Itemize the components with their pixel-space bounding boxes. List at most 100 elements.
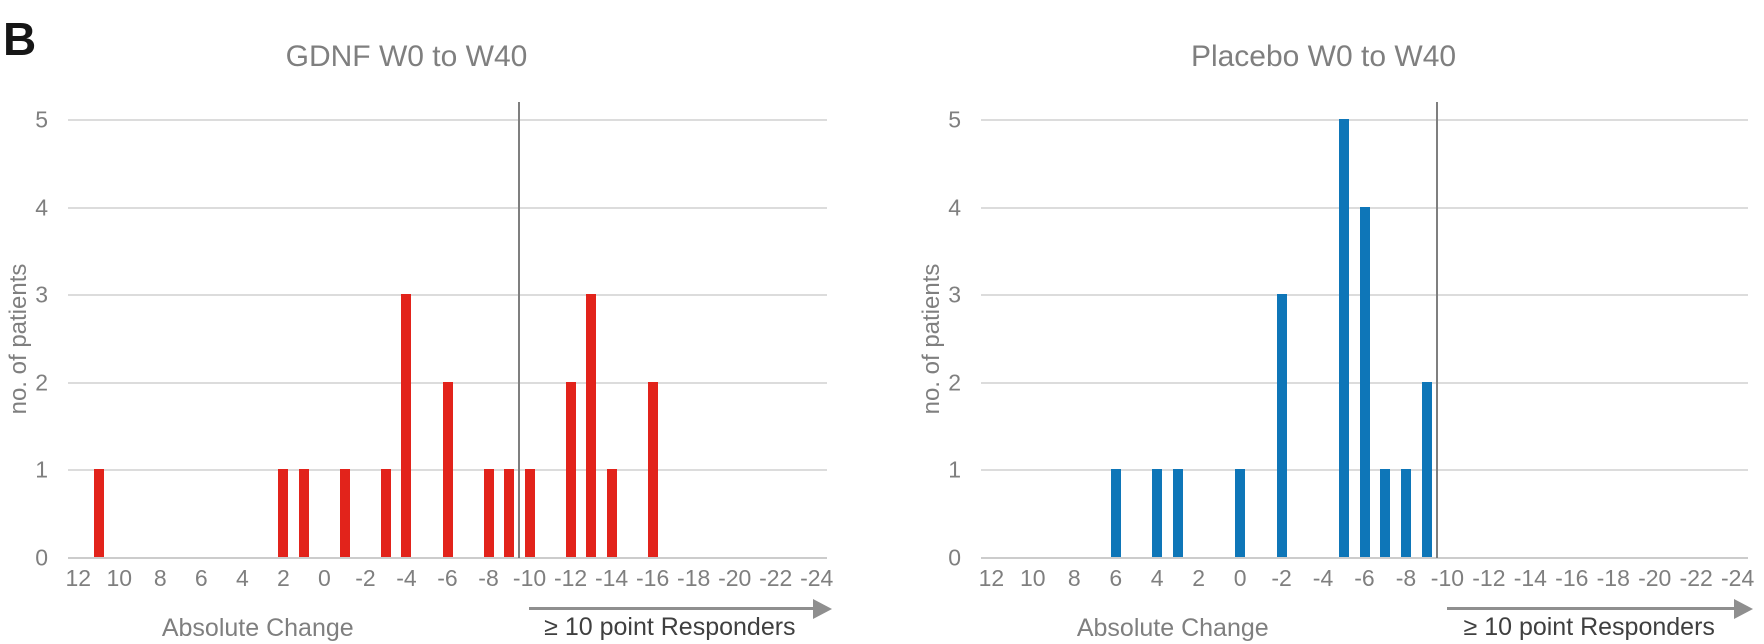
bar <box>483 469 494 557</box>
responder-threshold-line <box>518 102 521 558</box>
bar <box>565 381 576 557</box>
bar <box>1400 469 1411 557</box>
y-tick-label: 5 <box>35 106 48 133</box>
gridline <box>68 119 827 121</box>
x-tick-label: -16 <box>636 565 670 591</box>
x-tick-label: 2 <box>276 565 290 591</box>
y-axis-tick-labels: 0 1 2 3 4 5 <box>0 107 48 571</box>
x-tick-label: -22 <box>1679 565 1713 591</box>
bar <box>524 469 535 557</box>
x-tick-label: 6 <box>194 565 208 591</box>
y-tick-label: 3 <box>948 281 961 308</box>
bar <box>1359 206 1370 557</box>
x-tick-label: -16 <box>1555 565 1589 591</box>
x-axis-tick-labels: 12 10 8 6 4 2 0 -2 -4 -6 -8 -10 -12 -14 -16 -18 -20 -22 -2… <box>978 565 1755 591</box>
responder-threshold-line <box>1436 102 1439 558</box>
y-tick-label: 4 <box>948 194 961 221</box>
x-axis-line <box>68 557 827 559</box>
bar <box>298 469 309 557</box>
x-tick-label: -14 <box>594 565 629 591</box>
x-axis-title: Absolute Change <box>161 614 354 642</box>
gridline <box>68 206 827 209</box>
bar <box>1380 469 1391 557</box>
x-tick-label: -2 <box>1271 565 1292 591</box>
chart-title: Placebo W0 to W40 <box>1190 40 1457 73</box>
y-tick-label: 0 <box>948 544 961 571</box>
bar <box>1276 294 1287 557</box>
bar <box>1172 469 1183 557</box>
bar <box>93 469 104 557</box>
y-tick-label: 1 <box>35 456 48 483</box>
figure-label: B <box>3 13 37 65</box>
x-tick-label: -10 <box>1430 565 1465 591</box>
y-tick-label: 2 <box>35 369 48 396</box>
x-tick-label: -8 <box>478 565 499 591</box>
x-tick-label: 0 <box>1233 565 1247 591</box>
x-tick-label: -20 <box>1638 565 1672 591</box>
responder-arrow-head-icon <box>1734 599 1754 619</box>
responder-arrow-head-icon <box>813 599 833 619</box>
x-tick-label: 8 <box>153 565 167 591</box>
responder-arrow-line <box>528 607 814 610</box>
bar <box>1110 469 1121 557</box>
y-tick-label: 3 <box>35 281 48 308</box>
x-tick-label: -6 <box>1354 565 1375 591</box>
x-tick-label: -18 <box>677 565 711 591</box>
y-tick-label: 4 <box>35 194 48 221</box>
x-tick-label: 10 <box>1020 565 1046 591</box>
x-tick-label: -8 <box>1395 565 1417 591</box>
bar <box>401 294 412 557</box>
bar <box>339 469 350 557</box>
x-tick-label: 10 <box>106 565 133 591</box>
gridline <box>981 119 1748 121</box>
x-tick-label: -4 <box>1312 565 1334 591</box>
x-tick-label: -18 <box>1596 565 1630 591</box>
y-axis-tick-labels: 0 1 2 3 4 5 <box>913 107 961 571</box>
x-axis-title: Absolute Change <box>1076 614 1269 642</box>
x-tick-label: -20 <box>718 565 752 591</box>
plot-area <box>981 102 1748 559</box>
bar <box>442 381 453 557</box>
x-tick-label: 12 <box>65 565 92 591</box>
x-tick-label: 8 <box>1067 565 1081 591</box>
gridline <box>68 294 827 297</box>
chart-title: GDNF W0 to W40 <box>285 40 528 73</box>
x-tick-label: -12 <box>1472 565 1506 591</box>
x-tick-label: -24 <box>800 565 834 591</box>
bar <box>278 469 289 557</box>
responder-arrow-line <box>1446 607 1735 610</box>
x-axis-tick-labels: 12 10 8 6 4 2 0 -2 -4 -6 -8 -10 -12 -14 -16 -18 -20 -22 -2… <box>65 565 833 591</box>
x-tick-label: 2 <box>1192 565 1206 591</box>
x-tick-label: -4 <box>396 565 417 591</box>
bar <box>586 294 597 557</box>
x-tick-label: 4 <box>235 565 249 591</box>
x-tick-label: -14 <box>1513 565 1547 591</box>
x-tick-label: -6 <box>437 565 458 591</box>
x-tick-label: -2 <box>355 565 376 591</box>
bar <box>1421 381 1432 557</box>
x-tick-label: 0 <box>318 565 331 591</box>
bar <box>1152 469 1163 557</box>
bar <box>1235 469 1246 557</box>
x-tick-label: -24 <box>1721 565 1755 591</box>
y-tick-label: 1 <box>948 456 961 483</box>
x-tick-label: 6 <box>1109 565 1123 591</box>
x-tick-label: 4 <box>1150 565 1164 591</box>
x-tick-label: -12 <box>553 565 588 591</box>
responder-arrow-label: ≥ 10 point Responders <box>544 613 796 641</box>
x-tick-label: 12 <box>978 565 1005 591</box>
x-tick-label: -22 <box>759 565 793 591</box>
x-axis-line <box>981 557 1748 559</box>
responder-arrow-label: ≥ 10 point Responders <box>1463 613 1715 641</box>
x-tick-label: -10 <box>512 565 547 591</box>
bar <box>380 469 391 557</box>
bar <box>647 381 658 557</box>
plot-area <box>68 102 827 559</box>
y-tick-label: 5 <box>948 106 961 133</box>
y-tick-label: 0 <box>35 544 48 571</box>
bar <box>606 469 617 557</box>
y-tick-label: 2 <box>948 369 961 396</box>
bar <box>1338 119 1349 557</box>
